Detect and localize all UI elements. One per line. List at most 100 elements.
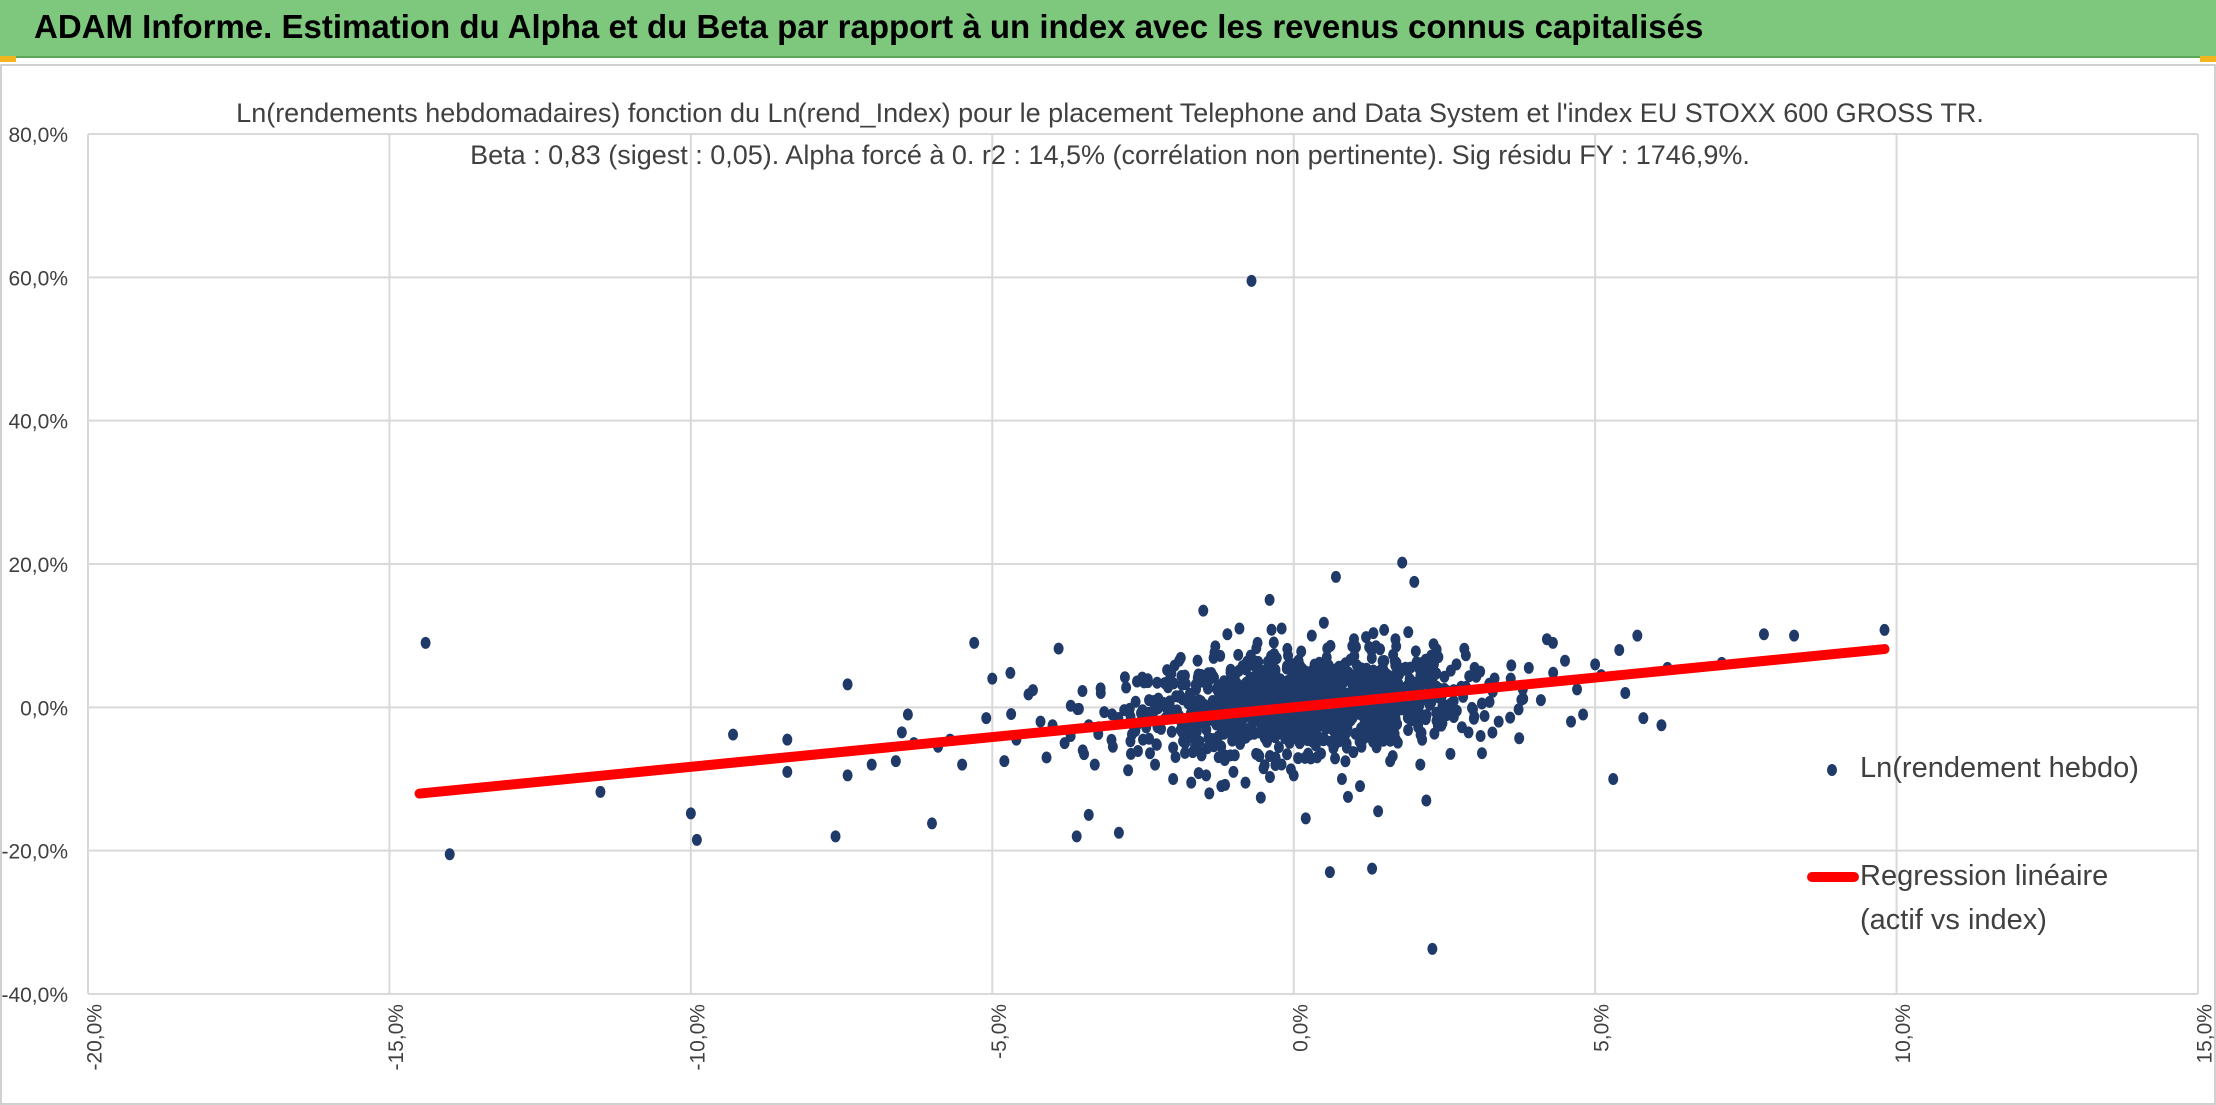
data-point: [1172, 704, 1183, 717]
data-point: [1083, 808, 1094, 821]
data-point: [1245, 649, 1256, 662]
data-point: [1306, 629, 1317, 642]
data-point: [1005, 666, 1016, 679]
data-point: [890, 755, 901, 768]
data-point: [866, 758, 877, 771]
data-point: [1123, 764, 1134, 777]
data-point: [1294, 737, 1305, 750]
data-point: [1300, 665, 1311, 678]
data-point: [1207, 670, 1218, 683]
data-point: [1300, 812, 1311, 825]
data-point: [1095, 687, 1106, 699]
chart-title: Ln(rendements hebdomadaires) fonction du…: [236, 98, 1984, 128]
data-point: [1187, 746, 1198, 759]
data-point: [1300, 751, 1311, 764]
x-tick-label: 5,0%: [1591, 1004, 1614, 1052]
data-point: [1548, 666, 1559, 679]
data-point: [1459, 642, 1470, 655]
data-point: [1296, 645, 1307, 658]
data-point: [1269, 648, 1280, 661]
data-point: [1152, 676, 1163, 689]
data-point: [1089, 758, 1100, 771]
data-point: [1375, 643, 1386, 656]
data-point: [969, 636, 980, 649]
data-point: [1620, 687, 1631, 699]
x-tick-label: -15,0%: [385, 1004, 408, 1071]
data-point: [1302, 730, 1313, 743]
chart-area: -40,0% -20,0% 0,0% 20,0% 40,0% 60,0% 80,0% -20…: [0, 64, 2216, 1105]
regression-line: [414, 644, 1890, 799]
data-point: [1349, 633, 1359, 646]
data-point: [1505, 711, 1516, 724]
data-point: [595, 785, 606, 798]
data-point: [1053, 642, 1064, 655]
data-point: [1264, 593, 1275, 606]
data-point: [1535, 694, 1546, 707]
data-point: [1409, 575, 1420, 588]
data-point: [1124, 702, 1135, 715]
data-point: [1142, 676, 1153, 689]
data-point: [1336, 773, 1347, 785]
data-point: [1479, 709, 1490, 722]
x-tick-label: 15,0%: [2194, 1004, 2214, 1064]
data-point: [1217, 723, 1228, 736]
data-point: [1282, 730, 1293, 743]
data-point: [1415, 665, 1426, 678]
x-tick-label: -10,0%: [686, 1004, 709, 1071]
data-point: [1318, 616, 1329, 629]
data-point: [1578, 708, 1589, 721]
data-point: [1476, 697, 1487, 710]
data-point: [1252, 636, 1263, 649]
data-point: [1293, 752, 1304, 765]
legend-label-scatter: Ln(rendement hebdo): [1860, 752, 2139, 784]
data-point: [981, 712, 992, 725]
y-tick-label: 0,0%: [20, 697, 68, 720]
data-point: [1331, 663, 1342, 676]
data-point: [1367, 862, 1378, 875]
data-point: [1310, 729, 1321, 742]
data-point: [1324, 866, 1335, 879]
data-point: [1282, 748, 1293, 761]
x-tick-label: 0,0%: [1289, 1004, 1312, 1052]
data-point: [1359, 676, 1370, 689]
data-point: [1608, 773, 1619, 785]
data-point: [987, 672, 998, 685]
data-point: [1484, 695, 1495, 708]
data-point: [1572, 683, 1583, 696]
data-point: [1261, 735, 1272, 748]
data-point: [1268, 636, 1279, 649]
data-point: [1251, 747, 1262, 760]
data-point: [1330, 752, 1341, 765]
data-point: [1291, 668, 1302, 681]
data-point: [1440, 700, 1451, 713]
data-point: [1035, 715, 1046, 728]
data-point: [1156, 722, 1167, 735]
data-point: [1099, 706, 1110, 719]
data-point: [1023, 688, 1034, 701]
data-point: [1417, 676, 1428, 689]
y-tick-label: 60,0%: [8, 267, 68, 290]
corner-mark-left: [0, 56, 16, 62]
data-point: [1310, 739, 1321, 752]
data-point: [1360, 711, 1371, 724]
data-point: [1345, 714, 1356, 727]
data-point: [1415, 758, 1426, 771]
data-point: [1566, 715, 1577, 728]
data-point: [1325, 639, 1336, 652]
data-point: [1168, 741, 1179, 754]
data-point: [1379, 623, 1390, 636]
data-point: [1403, 626, 1414, 639]
data-point: [1445, 747, 1456, 760]
data-point: [1330, 570, 1341, 583]
data-point: [1276, 622, 1287, 635]
data-point: [1590, 658, 1601, 671]
data-point: [1379, 655, 1390, 668]
data-point: [420, 636, 431, 649]
data-point: [1234, 622, 1245, 635]
data-point: [902, 708, 913, 721]
data-point: [1547, 636, 1558, 649]
data-point: [1426, 696, 1437, 709]
data-point: [1253, 655, 1264, 668]
data-point: [896, 726, 907, 739]
data-point: [1350, 727, 1361, 740]
